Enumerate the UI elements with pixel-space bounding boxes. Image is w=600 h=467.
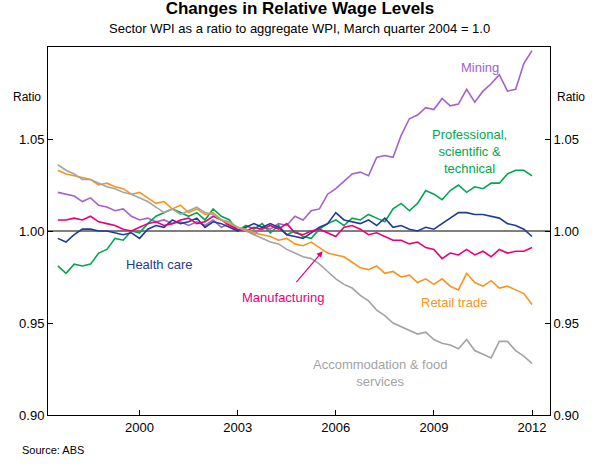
svg-text:Accommodation & foodservices: Accommodation & foodservices: [313, 357, 447, 389]
svg-text:1.05: 1.05: [554, 132, 579, 147]
svg-text:0.95: 0.95: [19, 316, 44, 331]
svg-text:Mining: Mining: [461, 60, 499, 75]
svg-text:Retail trade: Retail trade: [421, 295, 487, 310]
svg-text:0.95: 0.95: [554, 316, 579, 331]
svg-text:Ratio: Ratio: [13, 90, 41, 104]
svg-text:2000: 2000: [125, 420, 154, 435]
svg-text:Ratio: Ratio: [557, 90, 585, 104]
svg-text:Professional,scientific &techn: Professional,scientific &technical: [432, 127, 507, 176]
svg-text:Source: ABS: Source: ABS: [22, 444, 84, 456]
svg-text:0.90: 0.90: [554, 408, 579, 423]
svg-text:2003: 2003: [223, 420, 252, 435]
svg-text:2006: 2006: [321, 420, 350, 435]
svg-text:Changes in Relative Wage Level: Changes in Relative Wage Levels: [166, 0, 435, 18]
svg-text:Health care: Health care: [126, 257, 192, 272]
svg-text:2009: 2009: [419, 420, 448, 435]
svg-text:0.90: 0.90: [19, 408, 44, 423]
svg-text:2012: 2012: [518, 420, 547, 435]
svg-text:Sector WPI as a ratio to aggre: Sector WPI as a ratio to aggregate WPI, …: [109, 21, 490, 36]
svg-text:1.00: 1.00: [19, 224, 44, 239]
svg-text:1.05: 1.05: [19, 132, 44, 147]
svg-text:1.00: 1.00: [554, 224, 579, 239]
svg-text:Manufacturing: Manufacturing: [242, 290, 324, 305]
